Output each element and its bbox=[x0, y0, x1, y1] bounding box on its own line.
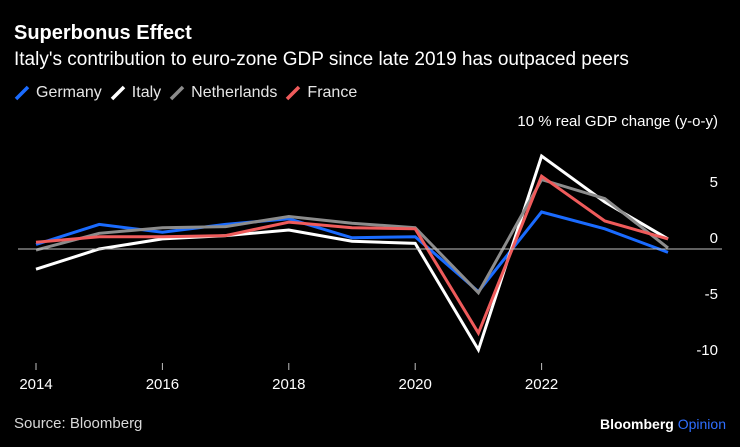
brand-sub: Opinion bbox=[677, 416, 726, 432]
legend-swatch-netherlands bbox=[169, 85, 185, 101]
y-tick-label: 0 bbox=[710, 230, 718, 247]
series-line-italy bbox=[35, 153, 669, 354]
brand-main: Bloomberg bbox=[599, 416, 674, 432]
legend-item-france: France bbox=[285, 84, 357, 102]
legend: Germany Italy Netherlands France bbox=[14, 84, 365, 102]
y-tick-label: -10 bbox=[696, 342, 718, 359]
x-tick-label: 2016 bbox=[146, 376, 179, 393]
legend-item-germany: Germany bbox=[14, 84, 102, 102]
legend-swatch-germany bbox=[14, 85, 30, 101]
chart-title: Superbonus Effect bbox=[14, 22, 192, 44]
legend-swatch-italy bbox=[110, 85, 126, 101]
series-line-france bbox=[35, 173, 669, 337]
chart-subtitle: Italy's contribution to euro-zone GDP si… bbox=[14, 49, 629, 70]
x-tick-label: 2018 bbox=[272, 376, 305, 393]
legend-item-italy: Italy bbox=[110, 84, 161, 102]
legend-swatch-france bbox=[285, 85, 301, 101]
legend-label-italy: Italy bbox=[131, 84, 162, 101]
y-axis-title: 10 % real GDP change (y-o-y) bbox=[517, 113, 718, 130]
legend-label-germany: Germany bbox=[36, 84, 102, 101]
x-tick-label: 2022 bbox=[525, 376, 558, 393]
series-line-netherlands bbox=[35, 177, 669, 296]
legend-label-france: France bbox=[307, 84, 358, 101]
y-tick-label: -5 bbox=[705, 286, 718, 303]
series-layer bbox=[35, 153, 669, 354]
x-tick-label: 2014 bbox=[19, 376, 52, 393]
x-tick-label: 2020 bbox=[399, 376, 432, 393]
source-note: Source: Bloomberg bbox=[14, 415, 143, 432]
legend-label-netherlands: Netherlands bbox=[191, 84, 278, 101]
axis-layer: 10 % real GDP change (y-o-y) 5 0 -5 -10 2014 2… bbox=[18, 113, 722, 393]
y-tick-label: 5 bbox=[710, 174, 718, 191]
legend-item-netherlands: Netherlands bbox=[169, 84, 277, 102]
brand-logo: Bloomberg Opinion bbox=[600, 416, 726, 432]
